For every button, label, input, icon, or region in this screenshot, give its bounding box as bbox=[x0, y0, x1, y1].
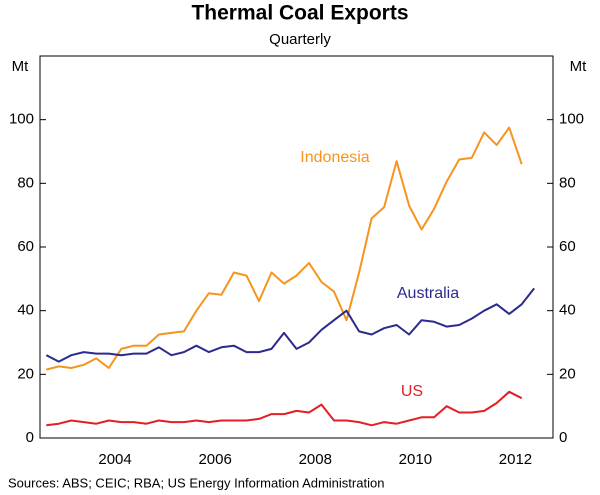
x-tick-label: 2008 bbox=[299, 451, 332, 468]
series-line bbox=[45, 287, 535, 363]
series-label: Indonesia bbox=[300, 149, 369, 166]
x-tick-label: 2004 bbox=[98, 451, 131, 468]
x-tick-label: 2010 bbox=[399, 451, 432, 468]
y2-axis-label: Mt bbox=[570, 58, 587, 75]
y-tick-label: 60 bbox=[17, 238, 34, 255]
y2-tick-label: 0 bbox=[559, 429, 567, 446]
chart-subtitle: Quarterly bbox=[269, 31, 331, 48]
y-tick-label: 20 bbox=[17, 365, 34, 382]
y2-tick-label: 60 bbox=[559, 238, 576, 255]
y2-tick-label: 100 bbox=[559, 111, 584, 128]
source-note: Sources: ABS; CEIC; RBA; US Energy Infor… bbox=[8, 475, 384, 490]
y2-tick-label: 20 bbox=[559, 365, 576, 382]
series-line bbox=[46, 390, 523, 427]
x-tick-label: 2006 bbox=[198, 451, 231, 468]
series-line bbox=[46, 126, 523, 371]
x-tick-label: 2012 bbox=[499, 451, 532, 468]
y2-tick-label: 80 bbox=[559, 174, 576, 191]
plot-frame bbox=[39, 55, 554, 439]
series-label: US bbox=[401, 383, 423, 400]
y-axis-label: Mt bbox=[12, 58, 29, 75]
y-tick-label: 100 bbox=[9, 111, 34, 128]
y-tick-label: 0 bbox=[26, 429, 34, 446]
y-tick-label: 80 bbox=[17, 174, 34, 191]
chart-title: Thermal Coal Exports bbox=[191, 2, 408, 25]
y2-tick-label: 40 bbox=[559, 302, 576, 319]
series-label: Australia bbox=[397, 285, 459, 302]
y-tick-label: 40 bbox=[17, 302, 34, 319]
